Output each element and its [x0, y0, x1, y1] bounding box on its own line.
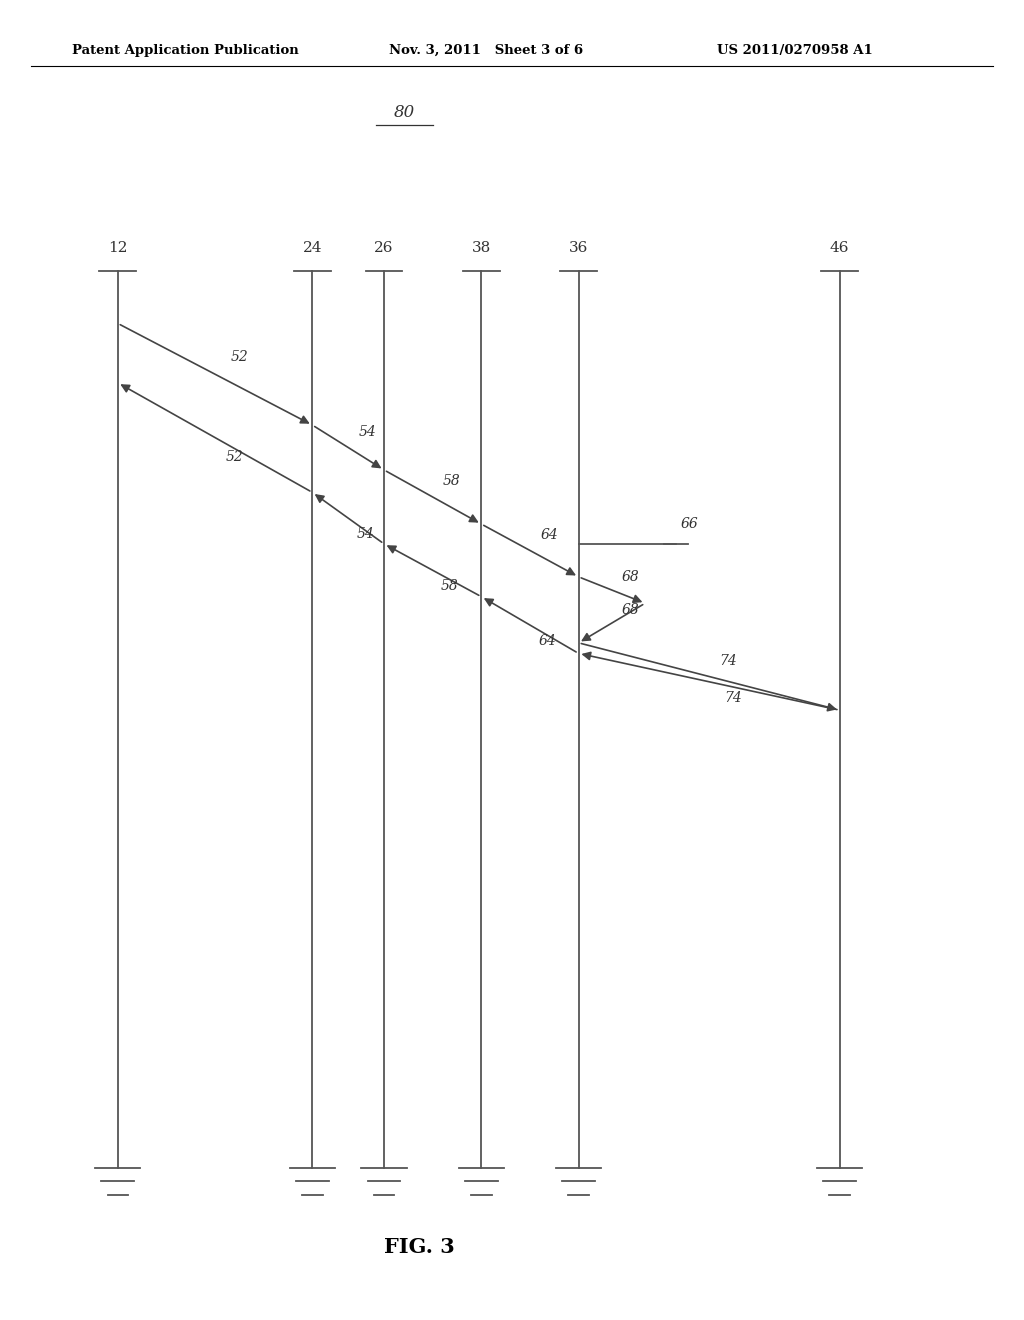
Text: FIG. 3: FIG. 3 [384, 1237, 456, 1258]
Text: 64: 64 [539, 634, 556, 648]
Text: 68: 68 [622, 603, 640, 616]
Text: 74: 74 [719, 653, 737, 668]
Text: 26: 26 [374, 240, 394, 255]
Text: Nov. 3, 2011   Sheet 3 of 6: Nov. 3, 2011 Sheet 3 of 6 [389, 44, 584, 57]
Text: 80: 80 [394, 104, 415, 121]
Text: US 2011/0270958 A1: US 2011/0270958 A1 [717, 44, 872, 57]
Text: 52: 52 [225, 450, 243, 465]
Text: 46: 46 [829, 240, 850, 255]
Text: 36: 36 [569, 240, 588, 255]
Text: 64: 64 [541, 528, 558, 541]
Text: 38: 38 [472, 240, 490, 255]
Text: 66: 66 [681, 516, 698, 531]
Text: 54: 54 [356, 527, 374, 541]
Text: 74: 74 [724, 690, 742, 705]
Text: 58: 58 [440, 579, 459, 593]
Text: 58: 58 [442, 474, 461, 488]
Text: 24: 24 [302, 240, 323, 255]
Text: 52: 52 [230, 350, 248, 364]
Text: 12: 12 [108, 240, 128, 255]
Text: 54: 54 [358, 425, 376, 438]
Text: Patent Application Publication: Patent Application Publication [72, 44, 298, 57]
Text: 68: 68 [622, 570, 640, 583]
